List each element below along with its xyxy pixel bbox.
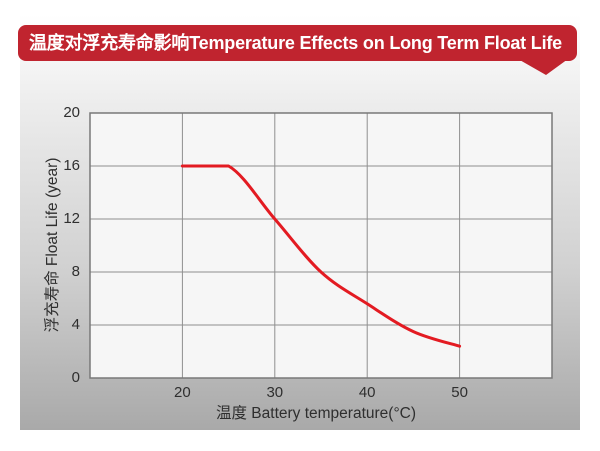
float-life-curve bbox=[180, 164, 462, 348]
x-tick-label: 50 bbox=[451, 384, 468, 401]
x-tick-label: 30 bbox=[266, 384, 284, 401]
y-tick-label: 4 bbox=[71, 316, 80, 334]
x-axis-title: 温度 Battery temperature(°C) bbox=[215, 405, 417, 422]
x-tick-label: 20 bbox=[174, 384, 191, 401]
y-tick-label: 12 bbox=[63, 210, 80, 228]
banner-title: 温度对浮充寿命影响Temperature Effects on Long Ter… bbox=[29, 33, 562, 53]
plot-area bbox=[90, 113, 552, 378]
y-tick-label: 20 bbox=[63, 104, 80, 122]
y-tick-label: 16 bbox=[63, 157, 80, 175]
y-tick-label: 8 bbox=[71, 263, 80, 281]
banner: 温度对浮充寿命影响Temperature Effects on Long Ter… bbox=[18, 25, 577, 61]
y-tick-label: 0 bbox=[71, 369, 80, 387]
banner-tail bbox=[518, 59, 568, 75]
x-tick-label: 40 bbox=[358, 384, 376, 401]
plot-border bbox=[89, 112, 553, 379]
banner-tail-shape bbox=[518, 59, 568, 75]
y-axis-title: 浮充寿命 Float Life (year) bbox=[44, 157, 61, 333]
